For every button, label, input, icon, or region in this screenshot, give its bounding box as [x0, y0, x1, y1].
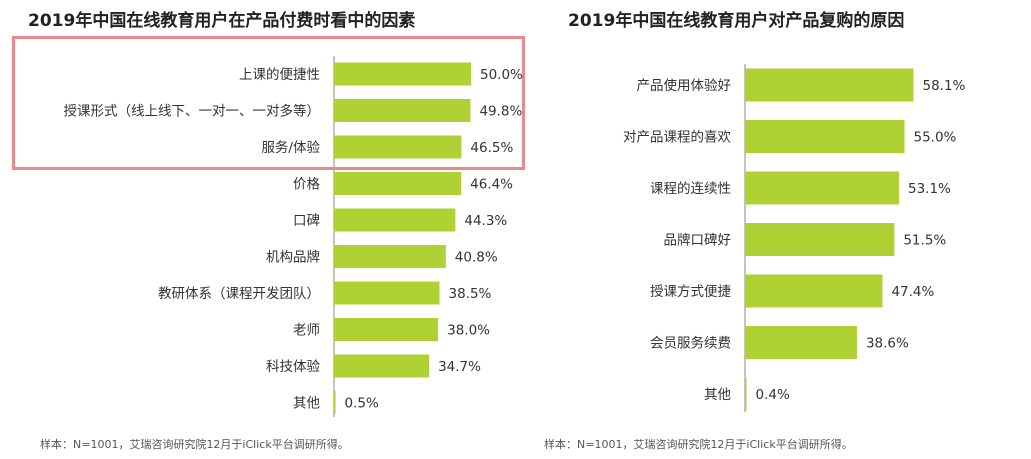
- category-label: 服务/体验: [261, 140, 320, 156]
- category-label: 授课方式便捷: [650, 284, 731, 300]
- footnote: 样本：N=1001，艾瑞咨询研究院12月于iClick平台调研所得。: [40, 438, 349, 451]
- bar: [334, 172, 462, 195]
- value-label: 38.0%: [447, 323, 490, 339]
- value-label: 58.1%: [922, 78, 965, 94]
- category-label: 科技体验: [266, 359, 320, 375]
- value-label: 0.4%: [756, 387, 790, 403]
- value-label: 0.5%: [345, 396, 379, 412]
- bar: [334, 354, 430, 378]
- bar: [334, 208, 456, 232]
- bar: [745, 171, 899, 205]
- bar: [745, 326, 857, 359]
- bar: [334, 281, 440, 305]
- chart-left: 2019年中国在线教育用户在产品付费时看中的因素 上课的便捷性 50.0% 授课形式…: [12, 11, 525, 451]
- value-label: 38.6%: [866, 336, 909, 352]
- category-label: 对产品课程的喜欢: [623, 130, 731, 146]
- value-label: 50.0%: [480, 67, 523, 83]
- category-label: 会员服务续费: [650, 336, 731, 352]
- value-label: 49.8%: [479, 104, 522, 120]
- category-label: 授课形式（线上线下、一对一、一对多等）: [64, 103, 321, 120]
- value-label: 46.4%: [470, 177, 513, 193]
- bar: [334, 318, 439, 341]
- value-label: 55.0%: [914, 130, 957, 146]
- value-label: 47.4%: [891, 284, 934, 300]
- chart-right: 2019年中国在线教育用户对产品复购的原因 产品使用体验好 58.1% 对产品课程的…: [540, 0, 1031, 459]
- category-label: 机构品牌: [266, 249, 320, 266]
- bar: [334, 391, 336, 414]
- bar: [745, 68, 914, 102]
- chart-title: 2019年中国在线教育用户在产品付费时看中的因素: [28, 11, 416, 31]
- category-label: 老师: [293, 323, 320, 339]
- bar: [745, 377, 747, 411]
- bar: [745, 120, 905, 153]
- value-label: 44.3%: [464, 213, 507, 229]
- bar: [334, 135, 462, 159]
- value-label: 53.1%: [908, 181, 951, 197]
- category-label: 上课的便捷性: [239, 67, 320, 83]
- bar-chart-svg: 上课的便捷性 50.0% 授课形式（线上线下、一对一、一对多等） 49.8% 服务/体验…: [64, 56, 523, 417]
- category-label: 课程的连续性: [650, 181, 731, 197]
- value-label: 34.7%: [438, 359, 481, 375]
- category-label: 产品使用体验好: [637, 77, 732, 94]
- bar: [334, 245, 446, 268]
- value-label: 38.5%: [448, 286, 491, 302]
- value-label: 51.5%: [903, 233, 946, 249]
- category-label: 价格: [293, 177, 320, 193]
- value-label: 40.8%: [455, 250, 498, 266]
- bar: [334, 99, 471, 122]
- category-label: 教研体系（课程开发团队）: [158, 286, 320, 302]
- value-label: 46.5%: [470, 140, 513, 156]
- category-label: 其他: [293, 396, 320, 412]
- bar-chart-svg: 产品使用体验好 58.1% 对产品课程的喜欢 55.0% 课程的连续性 53.1% 品牌口碑…: [623, 64, 966, 412]
- category-label: 品牌口碑好: [664, 232, 732, 249]
- highlight-box: [12, 36, 525, 170]
- footnote: 样本：N=1001，艾瑞咨询研究院12月于iClick平台调研所得。: [544, 438, 853, 451]
- bar: [745, 274, 883, 308]
- chart-title: 2019年中国在线教育用户对产品复购的原因: [568, 11, 905, 31]
- category-label: 口碑: [293, 213, 320, 229]
- bar: [334, 62, 471, 86]
- category-label: 其他: [704, 387, 731, 403]
- bar: [745, 223, 895, 256]
